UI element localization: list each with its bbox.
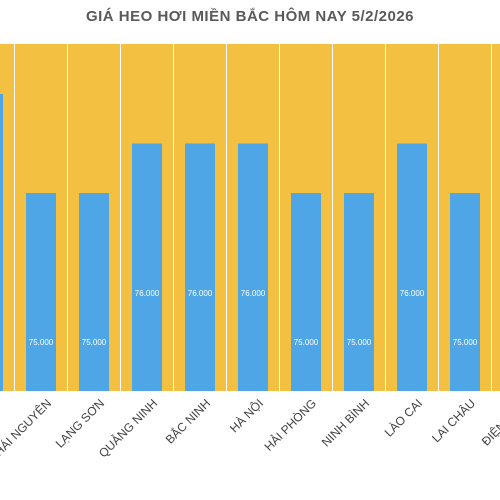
category-label: LẠNG SƠN bbox=[53, 396, 107, 450]
bar bbox=[450, 193, 480, 391]
bar-value-label: 76.000 bbox=[135, 289, 160, 298]
category-label: ĐIỆN BIÊN bbox=[478, 396, 500, 449]
category-label: NINH BÌNH bbox=[318, 396, 372, 450]
category-label: LAI CHÂU bbox=[428, 396, 478, 446]
category-label: LÀO CAI bbox=[381, 396, 425, 440]
bar bbox=[397, 143, 427, 391]
category-label: THÁI NGUYÊN bbox=[0, 396, 54, 465]
bars bbox=[0, 94, 480, 391]
category-label: HÀ NỘI bbox=[226, 396, 266, 436]
bar-value-label: 76.000 bbox=[241, 289, 266, 298]
chart-title: GIÁ HEO HƠI MIỀN BẮC HÔM NAY 5/2/2026 bbox=[85, 8, 415, 25]
bar bbox=[185, 143, 215, 391]
bar bbox=[344, 193, 374, 391]
bar-value-label: 76.000 bbox=[400, 289, 425, 298]
value-labels: 75.000 75.000 76.000 76.000 76.000 75.000 75.0… bbox=[29, 289, 478, 347]
bar bbox=[132, 143, 162, 391]
bar-value-label: 75.000 bbox=[453, 338, 478, 347]
bar-value-label: 75.000 bbox=[294, 338, 319, 347]
bar-value-label: 75.000 bbox=[82, 338, 107, 347]
category-label: BẮC NINH bbox=[162, 396, 213, 447]
bar bbox=[291, 193, 321, 391]
category-dividers bbox=[14, 44, 492, 391]
bar bbox=[79, 193, 109, 391]
bar-partial bbox=[0, 94, 3, 391]
bar bbox=[26, 193, 56, 391]
bar-value-label: 76.000 bbox=[188, 289, 213, 298]
bar-value-label: 75.000 bbox=[29, 338, 54, 347]
bar bbox=[238, 143, 268, 391]
bar-value-label: 75.000 bbox=[347, 338, 372, 347]
category-label: HẢI PHÒNG bbox=[261, 396, 319, 454]
